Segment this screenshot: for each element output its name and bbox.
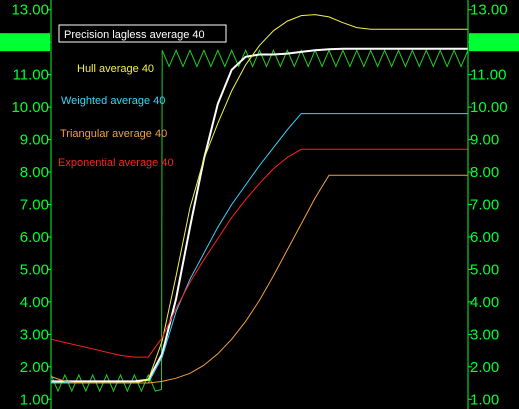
y-tick-label-right: 4.00 [470, 294, 499, 311]
legend: Precision lagless average 40 Hull averag… [58, 24, 227, 169]
y-tick-label-left: 3.00 [20, 326, 49, 343]
y-tick-label-right: 1.00 [470, 391, 499, 408]
y-tick-label-right: 3.00 [470, 326, 499, 343]
y-tick-label-right: 10.00 [470, 99, 508, 116]
y-tick-label-right: 9.00 [470, 132, 499, 149]
y-tick-label-left: 4.00 [20, 294, 49, 311]
series-layer [50, 14, 469, 393]
y-tick-label-right: 5.00 [470, 261, 499, 278]
y-tick-label-left: 9.00 [20, 132, 49, 149]
series-line-precision [51, 47, 468, 383]
series-line-triangular [50, 174, 468, 384]
y-tick-label-left: 1.00 [20, 391, 49, 408]
legend-exponential-label: Exponential average 40 [58, 157, 174, 169]
y-tick-label-left: 13.00 [11, 2, 49, 19]
legend-precision-label: Precision lagless average 40 [64, 29, 205, 41]
y-tick-label-left: 8.00 [20, 164, 49, 181]
series-line-price [50, 49, 469, 393]
y-tick-label-left: 7.00 [20, 197, 49, 214]
y-tick-label-right: 13.00 [470, 2, 508, 19]
y-tick-label-left: 6.00 [20, 229, 49, 246]
legend-weighted-label: Weighted average 40 [61, 95, 165, 107]
y-tick-label-left: 11.00 [13, 67, 49, 84]
y-tick-label-left: 12.00 [11, 34, 49, 51]
y-tick-label-right: 12.00 [470, 34, 508, 51]
y-tick-label-right: 6.00 [470, 229, 499, 246]
y-tick-label-left: 10.00 [11, 99, 49, 116]
highlighted-tick-bg-right [469, 33, 519, 52]
y-tick-label-left: 2.00 [20, 359, 49, 376]
y-tick-label-right: 11.00 [470, 67, 506, 84]
highlighted-tick-bg-left [0, 33, 50, 52]
legend-box-precision [58, 24, 227, 43]
y-tick-label-left: 5.00 [20, 261, 49, 278]
series-line-exponential [50, 148, 468, 358]
y-tick-label-right: 8.00 [470, 164, 499, 181]
y-tick-label-right: 7.00 [470, 197, 499, 214]
y-tick-label-right: 2.00 [470, 359, 499, 376]
legend-triangular-label: Triangular average 40 [60, 128, 167, 140]
legend-hull-label: Hull average 40 [77, 63, 154, 75]
